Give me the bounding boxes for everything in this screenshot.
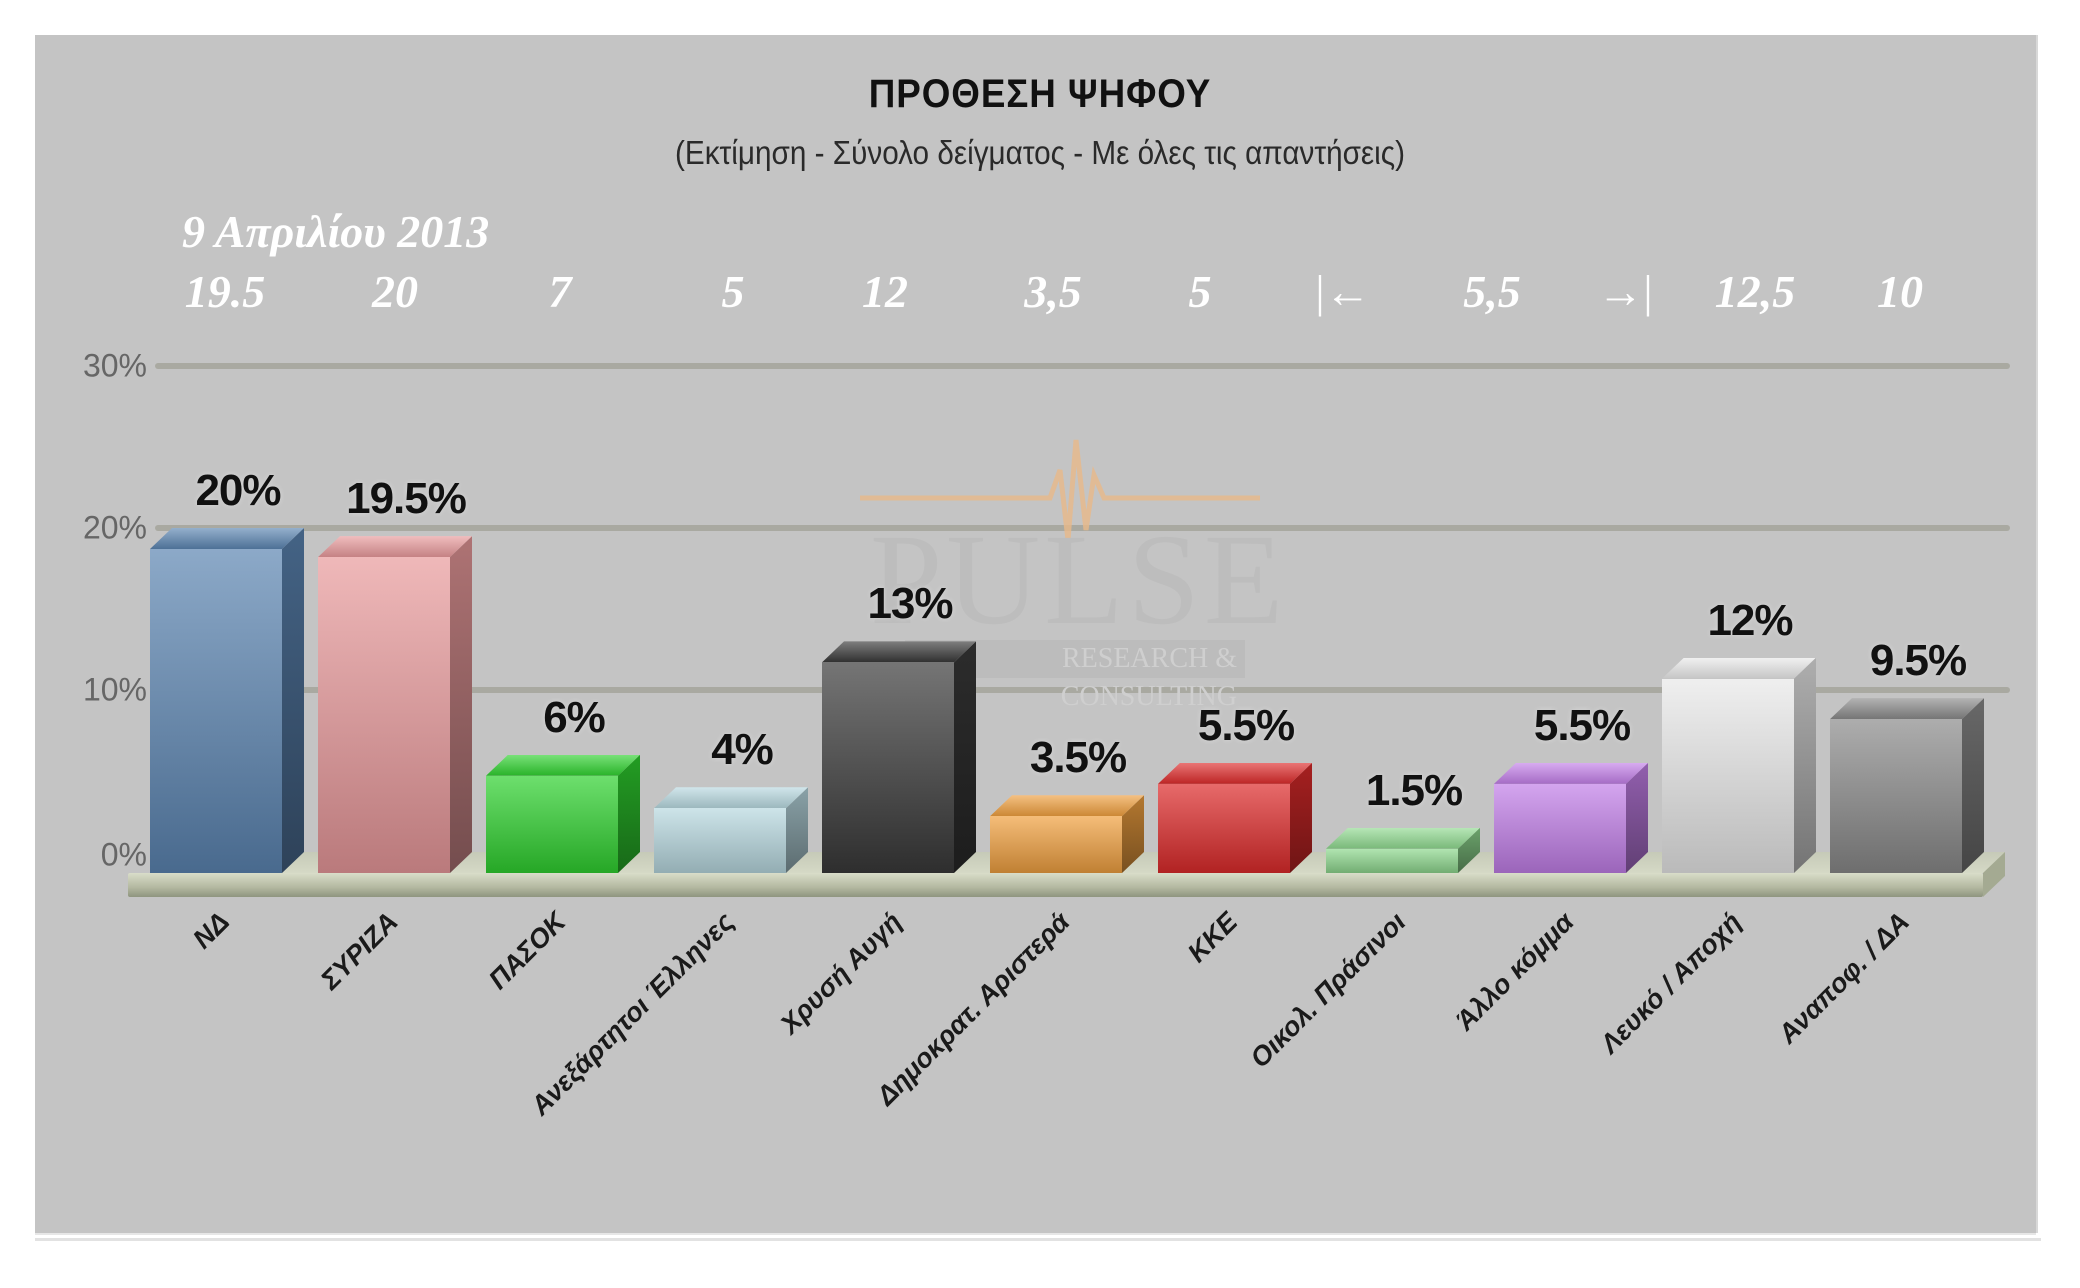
bar — [654, 787, 808, 873]
watermark-brand: PULSE — [870, 508, 1288, 652]
bar-side — [1962, 698, 1984, 873]
bar-side — [1626, 763, 1648, 873]
bar-front — [990, 816, 1122, 873]
bar — [1326, 827, 1480, 873]
bar-value-label: 6% — [543, 692, 606, 742]
bar-top — [1662, 657, 1816, 679]
chart-title: ΠΡΟΘΕΣΗ ΨΗΦΟΥ — [868, 72, 1212, 116]
bar-value-label: 19.5% — [346, 474, 467, 524]
y-tick-10: 10% — [82, 671, 147, 708]
previous-poll-value: 19.5 — [184, 266, 266, 317]
bar-value-label: 13% — [867, 579, 953, 629]
previous-poll-value: 10 — [1877, 266, 1923, 317]
bar-value-label: 3.5% — [1029, 733, 1127, 783]
bar-value-label: 1.5% — [1365, 765, 1463, 815]
bar — [1494, 762, 1648, 873]
previous-poll-value: 12,5 — [1714, 266, 1796, 317]
bar-front — [822, 662, 954, 873]
bar — [1830, 698, 1984, 873]
bar-top — [822, 641, 976, 663]
bar-front — [1158, 783, 1290, 873]
bar-top — [1326, 827, 1480, 849]
pulse-logo-icon — [860, 439, 1260, 541]
bar-side — [1290, 763, 1312, 873]
bar — [990, 795, 1144, 873]
bar — [486, 754, 640, 873]
previous-poll-value: 5,5 — [1463, 266, 1521, 317]
bar — [1662, 657, 1816, 873]
previous-poll-value: →| — [1597, 266, 1653, 317]
previous-poll-value: 3,5 — [1024, 266, 1082, 317]
bar-side — [786, 787, 808, 873]
bar-front — [654, 808, 786, 873]
bar — [318, 536, 472, 873]
chart-floor — [128, 873, 1983, 897]
y-tick-0: 0% — [100, 836, 147, 873]
bar-front — [1326, 848, 1458, 873]
bottom-divider — [35, 1238, 2041, 1241]
bar-value-label: 5.5% — [1533, 700, 1631, 750]
bar-front — [1662, 678, 1794, 873]
bar-top — [1830, 698, 1984, 720]
gridline-30 — [155, 363, 2010, 369]
previous-poll-value: 5 — [721, 266, 745, 317]
gridline-10 — [155, 687, 2010, 693]
gridline-20 — [155, 525, 2010, 531]
bar-side — [450, 536, 472, 873]
bar-value-label: 12% — [1707, 595, 1793, 645]
bar-top — [654, 787, 808, 809]
y-tick-20: 20% — [82, 509, 147, 546]
previous-poll-value: 20 — [372, 266, 418, 317]
bar-top — [318, 536, 472, 558]
bar-side — [282, 528, 304, 873]
bar-top — [990, 795, 1144, 817]
bar-front — [318, 557, 450, 873]
bar-value-label: 9.5% — [1869, 636, 1967, 686]
bar-value-label: 4% — [711, 725, 774, 775]
bar — [1158, 762, 1312, 873]
y-tick-30: 30% — [82, 347, 147, 384]
bar-front — [1494, 783, 1626, 873]
bar — [822, 641, 976, 873]
bar-value-label: 20% — [195, 466, 281, 515]
bar-value-label: 5.5% — [1197, 700, 1295, 750]
chart-subtitle: (Εκτίμηση - Σύνολο δείγματος - Με όλες τ… — [674, 134, 1405, 171]
bar-top — [1494, 762, 1648, 784]
bar-front — [486, 775, 618, 873]
bar-front — [150, 549, 282, 873]
previous-poll-value: 7 — [548, 266, 572, 317]
bar-side — [1794, 658, 1816, 873]
bar — [150, 528, 304, 873]
previous-poll-date: 9 Απριλίου 2013 — [182, 206, 490, 257]
bar-side — [618, 755, 640, 873]
bar-top — [1158, 762, 1312, 784]
bar-side — [954, 641, 976, 873]
bar-front — [1830, 719, 1962, 873]
previous-poll-value: 12 — [862, 266, 908, 317]
previous-poll-value: |← — [1315, 266, 1371, 317]
bar-top — [150, 528, 304, 549]
previous-poll-value: 5 — [1188, 266, 1212, 317]
bar-top — [486, 754, 640, 776]
bar-side — [1122, 795, 1144, 873]
